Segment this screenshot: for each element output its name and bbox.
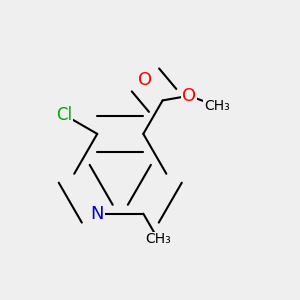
Text: N: N bbox=[91, 205, 104, 223]
Text: CH₃: CH₃ bbox=[204, 99, 230, 113]
Text: Cl: Cl bbox=[56, 106, 72, 124]
Text: O: O bbox=[182, 87, 196, 105]
Text: O: O bbox=[138, 71, 152, 89]
Text: CH₃: CH₃ bbox=[145, 232, 171, 246]
